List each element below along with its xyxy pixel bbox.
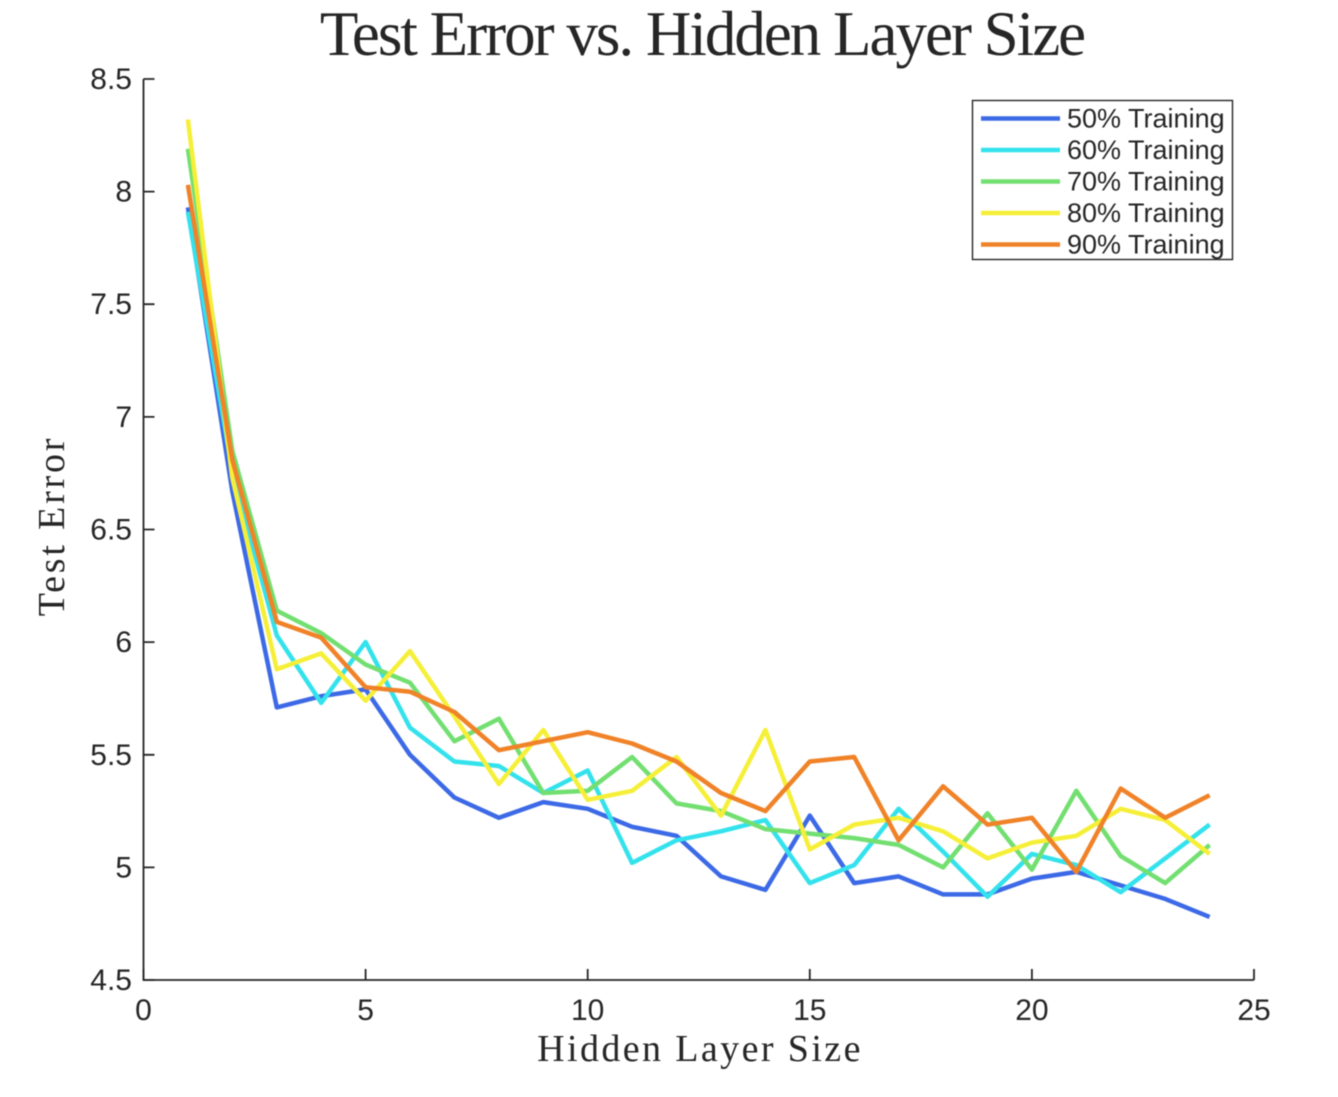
svg-text:90% Training: 90% Training: [1067, 230, 1225, 260]
svg-text:Test Error: Test Error: [31, 436, 73, 616]
svg-text:Test Error vs. Hidden Layer Si: Test Error vs. Hidden Layer Size: [320, 0, 1084, 69]
svg-text:50% Training: 50% Training: [1067, 104, 1225, 134]
svg-text:10: 10: [571, 994, 604, 1027]
svg-text:7: 7: [115, 401, 132, 434]
svg-text:70% Training: 70% Training: [1067, 167, 1225, 197]
svg-text:7.5: 7.5: [90, 288, 132, 321]
svg-text:5.5: 5.5: [90, 739, 132, 772]
svg-text:20: 20: [1015, 994, 1048, 1027]
svg-text:4.5: 4.5: [90, 964, 132, 997]
svg-text:80% Training: 80% Training: [1067, 198, 1225, 228]
svg-text:6: 6: [115, 626, 132, 659]
svg-text:Hidden Layer Size: Hidden Layer Size: [537, 1028, 863, 1070]
svg-text:15: 15: [793, 994, 826, 1027]
svg-text:60% Training: 60% Training: [1067, 135, 1225, 165]
svg-text:25: 25: [1237, 994, 1270, 1027]
svg-text:5: 5: [115, 851, 132, 884]
svg-text:8.5: 8.5: [90, 63, 132, 96]
svg-text:8: 8: [115, 176, 132, 209]
svg-text:5: 5: [357, 994, 374, 1027]
svg-text:6.5: 6.5: [90, 514, 132, 547]
svg-text:0: 0: [135, 994, 152, 1027]
